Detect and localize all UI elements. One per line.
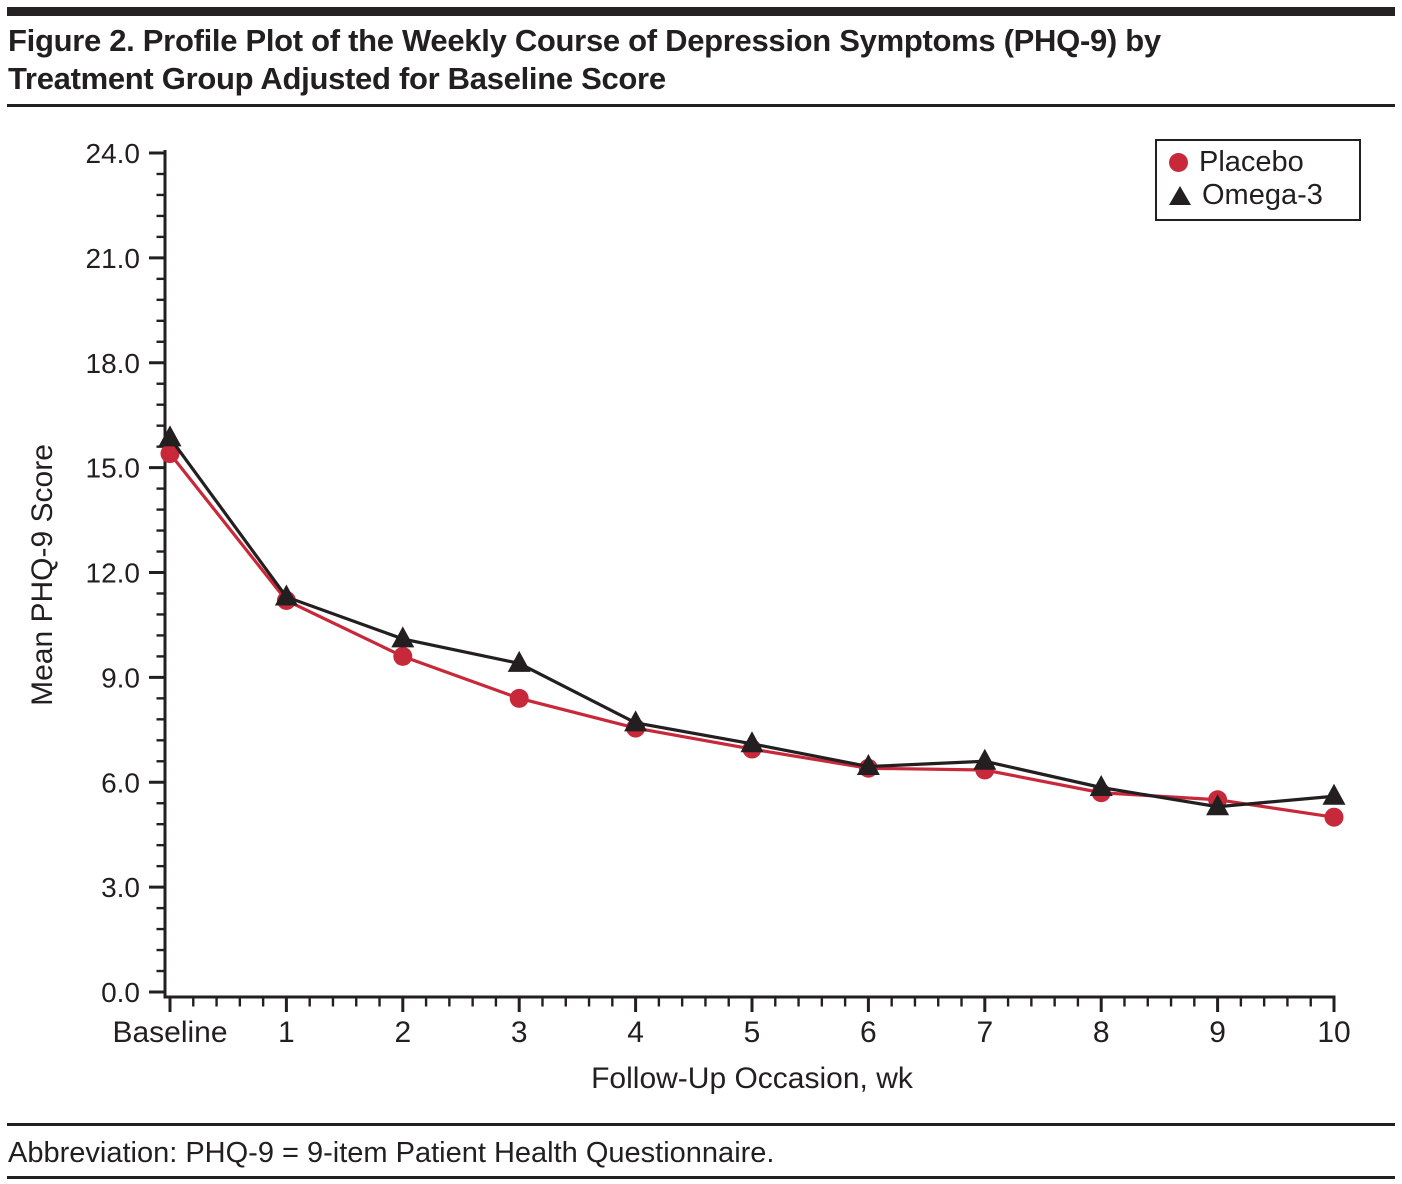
x-axis-ticks — [168, 997, 1336, 1012]
data-point-triangle — [1089, 774, 1113, 796]
y-axis-labels: 0.0 3.0 6.0 9.0 12.0 15.0 18.0 21.0 24.0 — [86, 138, 141, 1008]
y-tick-label: 18.0 — [86, 348, 141, 379]
data-point-circle — [1324, 807, 1344, 827]
y-tick-label: 15.0 — [86, 453, 141, 484]
y-tick-label: 21.0 — [86, 243, 141, 274]
x-tick-label: 6 — [860, 1016, 877, 1049]
x-tick-label: 1 — [278, 1016, 295, 1049]
x-tick-label: 7 — [976, 1016, 993, 1049]
data-point-triangle — [856, 754, 880, 776]
x-tick-label: 10 — [1317, 1016, 1350, 1049]
placebo-circle-icon — [1169, 153, 1188, 172]
data-point-triangle — [274, 584, 298, 606]
x-tick-label: 3 — [511, 1016, 528, 1049]
data-point-circle — [509, 688, 529, 708]
series-line — [168, 452, 1335, 819]
figure-title: Figure 2. Profile Plot of the Weekly Cou… — [8, 22, 1398, 98]
axes — [163, 150, 1336, 999]
data-point-circle — [393, 646, 413, 666]
figure-title-line2: Treatment Group Adjusted for Baseline Sc… — [8, 61, 666, 96]
data-point-triangle — [1206, 794, 1230, 816]
chart-legend: Placebo Omega-3 — [1155, 139, 1361, 221]
y-tick-label: 6.0 — [101, 767, 140, 798]
y-tick-label: 12.0 — [86, 558, 141, 589]
x-axis-labels: Baseline 1 2 3 4 5 6 7 8 9 10 — [112, 1016, 1350, 1049]
legend-label-placebo: Placebo — [1199, 146, 1304, 178]
data-point-triangle — [624, 710, 648, 732]
data-point-triangle — [1322, 783, 1346, 805]
x-tick-label: 4 — [627, 1016, 644, 1049]
legend-label-omega3: Omega-3 — [1202, 179, 1323, 211]
data-point-triangle — [507, 650, 531, 672]
abbreviation-note: Abbreviation: PHQ-9 = 9-item Patient Hea… — [8, 1137, 775, 1169]
series-placebo — [160, 444, 1344, 827]
y-tick-label: 3.0 — [101, 872, 140, 903]
data-point-triangle — [740, 731, 764, 753]
y-axis-ticks — [149, 151, 165, 994]
figure-title-line1: Figure 2. Profile Plot of the Weekly Cou… — [8, 23, 1161, 58]
x-tick-label: 8 — [1093, 1016, 1110, 1049]
x-tick-label: 9 — [1209, 1016, 1226, 1049]
title-divider — [7, 104, 1395, 107]
omega3-triangle-icon — [1169, 186, 1191, 205]
footer-divider-top — [7, 1123, 1395, 1126]
footer-divider-bottom — [7, 1176, 1395, 1179]
series-omega-3 — [158, 425, 1346, 816]
y-tick-label: 24.0 — [86, 138, 141, 169]
data-point-triangle — [158, 425, 182, 447]
y-axis-title: Mean PHQ-9 Score — [26, 444, 59, 706]
data-point-triangle — [391, 626, 415, 648]
y-tick-label: 0.0 — [101, 977, 140, 1008]
data-point-circle — [160, 444, 180, 464]
legend-item-placebo: Placebo — [1169, 146, 1351, 179]
x-tick-label: Baseline — [112, 1016, 227, 1049]
x-tick-label: 2 — [394, 1016, 411, 1049]
legend-item-omega3: Omega-3 — [1169, 179, 1351, 212]
x-tick-label: 5 — [744, 1016, 761, 1049]
top-rule-bar — [7, 7, 1395, 16]
x-axis-title: Follow-Up Occasion, wk — [591, 1062, 914, 1095]
data-point-triangle — [973, 748, 997, 770]
y-tick-label: 9.0 — [101, 662, 140, 693]
